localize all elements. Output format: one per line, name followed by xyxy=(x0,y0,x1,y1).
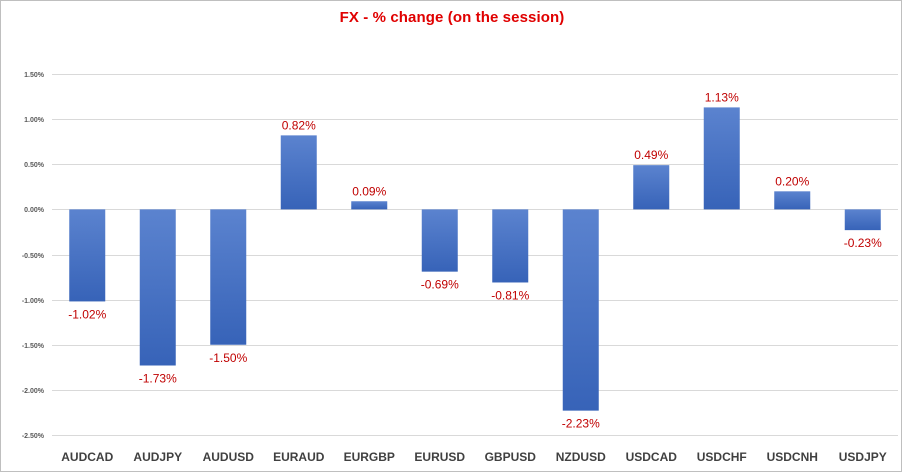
x-tick-label-audusd: AUDUSD xyxy=(203,450,255,464)
bar-usdcad xyxy=(633,165,670,210)
data-label-usdcad: 0.49% xyxy=(634,148,668,162)
x-tick-label-usdcnh: USDCNH xyxy=(767,450,818,464)
x-tick-label-audcad: AUDCAD xyxy=(61,450,113,464)
data-label-audusd: -1.50% xyxy=(209,351,247,365)
data-label-audcad: -1.02% xyxy=(68,307,106,321)
data-label-eurusd: -0.69% xyxy=(421,278,459,292)
x-tick-label-gbpusd: GBPUSD xyxy=(485,450,537,464)
bar-audcad xyxy=(69,209,106,302)
y-tick-label: 1.50% xyxy=(24,72,45,79)
y-tick-label: 0.00% xyxy=(24,207,45,214)
data-label-usdjpy: -0.23% xyxy=(844,236,882,250)
y-tick-label: -0.50% xyxy=(22,253,45,260)
bar-gbpusd xyxy=(492,209,529,283)
bar-usdchf xyxy=(703,107,740,210)
x-tick-label-euraud: EURAUD xyxy=(273,450,325,464)
bar-eurgbp xyxy=(351,201,388,210)
data-label-usdchf: 1.13% xyxy=(705,90,739,104)
x-tick-label-usdcad: USDCAD xyxy=(626,450,678,464)
x-tick-label-nzdusd: NZDUSD xyxy=(556,450,606,464)
bar-usdcnh xyxy=(774,191,811,210)
data-label-eurgbp: 0.09% xyxy=(352,184,386,198)
bar-nzdusd xyxy=(562,209,599,411)
data-label-audjpy: -1.73% xyxy=(139,372,177,386)
data-label-euraud: 0.82% xyxy=(282,118,316,132)
bar-usdjpy xyxy=(844,209,881,231)
bar-eurusd xyxy=(421,209,458,272)
chart-title: FX - % change (on the session) xyxy=(339,9,565,26)
bars xyxy=(69,107,881,411)
bar-euraud xyxy=(280,135,317,210)
y-tick-label: -1.50% xyxy=(22,343,45,350)
y-tick-label: -1.00% xyxy=(22,298,45,305)
bar-audjpy xyxy=(139,209,176,366)
data-labels: -1.02% -1.73% -1.50% 0.82% 0.09% -0.69% -0.81%… xyxy=(68,90,882,430)
y-tick-label: 1.00% xyxy=(24,117,45,124)
x-tick-label-eurusd: EURUSD xyxy=(414,450,465,464)
x-tick-label-eurgbp: EURGBP xyxy=(344,450,395,464)
y-tick-label: 0.50% xyxy=(24,162,45,169)
bar-audusd xyxy=(210,209,247,345)
data-label-nzdusd: -2.23% xyxy=(562,417,600,431)
y-axis-ticks: 1.50% 1.00% 0.50% 0.00% -0.50% -1.00% -1.50% -2… xyxy=(22,72,45,440)
grid-lines xyxy=(52,74,898,436)
x-tick-label-audjpy: AUDJPY xyxy=(133,450,182,464)
x-tick-label-usdchf: USDCHF xyxy=(697,450,747,464)
y-tick-label: -2.50% xyxy=(22,433,45,440)
x-axis-ticks: AUDCAD AUDJPY AUDUSD EURAUD EURGBP EURUSD GBPU… xyxy=(61,450,887,464)
data-label-usdcnh: 0.20% xyxy=(775,174,809,188)
x-tick-label-usdjpy: USDJPY xyxy=(839,450,887,464)
y-tick-label: -2.00% xyxy=(22,388,45,395)
data-label-gbpusd: -0.81% xyxy=(491,288,529,302)
